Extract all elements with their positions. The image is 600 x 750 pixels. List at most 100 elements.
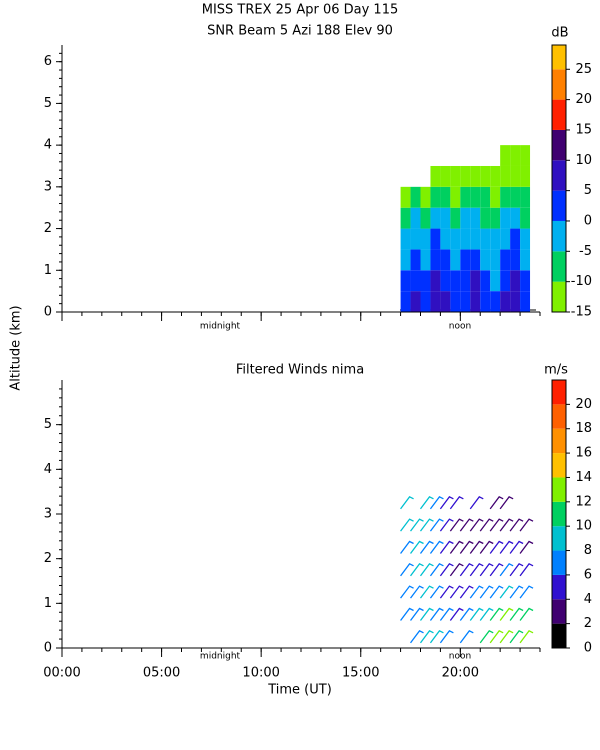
heat-cell [490,228,501,250]
heat-cell [510,291,521,312]
wind-barb [459,630,474,644]
heat-cell [470,165,481,187]
y-tick-label: 4 [44,462,52,477]
colorbar-band [552,526,566,551]
colorbar-band [552,453,566,478]
heat-cell [430,165,441,187]
y-tick-label: 5 [44,96,52,111]
wind-barb [419,518,434,532]
heat-cell [510,145,521,166]
colorbar-band [552,428,566,454]
annotation: midnight [200,322,241,332]
y-tick-label: 2 [44,221,52,236]
wind-barb [519,607,534,621]
wind-barb [489,518,504,532]
heat-cell [450,207,461,229]
heat-cell [440,207,451,229]
heat-cell [410,249,421,271]
wind-barb [459,518,474,532]
chart-subtitle: SNR Beam 5 Azi 188 Elev 90 [207,24,393,39]
colorbar-tick-label: 20 [575,92,592,107]
colorbar-band [552,550,566,575]
wind-barb [410,630,424,644]
wind-barb [410,540,424,554]
colorbar-tick-label: 25 [575,62,592,77]
wind-barb [479,607,494,621]
heat-cell [450,291,461,312]
colorbar-tick-label: 16 [575,446,592,461]
heat-cell [470,228,481,250]
heat-cell [520,186,531,208]
heat-cell [520,207,531,229]
heat-cell [450,165,461,187]
heat-cell [430,186,441,208]
colorbar-band [552,160,566,191]
wind-barb [400,607,414,621]
heat-cell [480,270,491,292]
colorbar-band [552,45,566,70]
wind-barb [479,630,494,644]
wind-barb [479,518,494,532]
wind-barb [449,540,464,554]
y-tick-label: 6 [44,54,52,69]
heat-cell [410,270,421,292]
heat-cell [470,270,481,292]
y-tick-label: 4 [44,138,52,153]
wind-barb [489,496,504,510]
wind-barb [489,585,504,599]
heat-cell [490,186,501,208]
y-tick-label: 1 [44,596,52,611]
x-tick-label: 10:00 [242,666,279,681]
wind-barb [400,563,414,577]
heat-cell [430,249,441,271]
colorbar-tick-label: -15 [571,305,592,320]
colorbar-tick-label: 20 [575,397,592,412]
heat-cell [400,291,411,312]
wind-barb [439,496,454,510]
wind-barb [489,630,504,644]
heat-cell [450,228,461,250]
heat-cell [460,270,471,292]
y-tick-label: 2 [44,551,52,566]
colorbar-tick-label: 14 [575,470,592,485]
colorbar-tick-label: -10 [571,274,592,289]
wind-barb [410,518,424,532]
wind-barb [429,607,444,621]
heat-cell [440,270,451,292]
colorbar-tick-label: 0 [584,213,592,228]
colorbar-tick-label: 15 [575,122,592,137]
heat-cell [510,165,521,187]
heat-cell [520,228,531,250]
wind-barb [499,563,514,577]
y-tick-label: 5 [44,417,52,432]
y-tick-label: 1 [44,263,52,278]
colorbar-band [552,380,566,405]
wind-barb [419,607,434,621]
x-tick-label: 05:00 [143,666,180,681]
heat-cell [420,249,431,271]
wind-barb [419,630,434,644]
wind-barb [429,518,444,532]
wind-barb [489,540,504,554]
y-tick-label: 3 [44,507,52,522]
heat-cell [520,145,531,166]
heat-cell [460,249,471,271]
heat-cell [510,186,521,208]
wind-barb [439,607,454,621]
panel-title: Filtered Winds nima [236,363,364,378]
heat-cell [470,207,481,229]
wind-barb [439,518,454,532]
heat-cell [410,207,421,229]
wind-barb [449,607,464,621]
heat-cell [430,291,441,312]
heat-cell [500,228,511,250]
colorbar-tick-label: 10 [575,153,592,168]
wind-barb [509,630,524,644]
annotation: midnight [200,652,241,662]
wind-barb [469,518,484,532]
wind-barb [400,540,414,554]
heat-cell [480,186,491,208]
wind-barb [509,518,524,532]
heat-cell [420,186,431,208]
wind-barb [449,585,464,599]
